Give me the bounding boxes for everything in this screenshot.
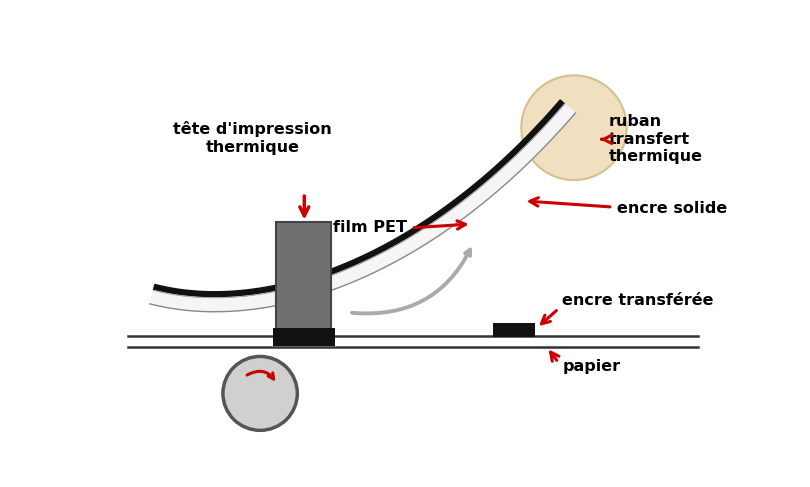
Text: papier: papier xyxy=(562,359,620,374)
Text: encre transférée: encre transférée xyxy=(562,294,714,308)
FancyBboxPatch shape xyxy=(272,328,335,346)
Polygon shape xyxy=(150,104,575,312)
Text: tête d'impression
thermique: tête d'impression thermique xyxy=(173,121,332,155)
FancyBboxPatch shape xyxy=(275,223,331,332)
Circle shape xyxy=(223,356,297,431)
Text: film PET: film PET xyxy=(334,220,407,235)
Text: ruban
transfert
thermique: ruban transfert thermique xyxy=(609,114,703,164)
Polygon shape xyxy=(153,100,565,298)
FancyBboxPatch shape xyxy=(492,323,535,337)
Text: encre solide: encre solide xyxy=(616,201,727,216)
Circle shape xyxy=(522,75,627,180)
